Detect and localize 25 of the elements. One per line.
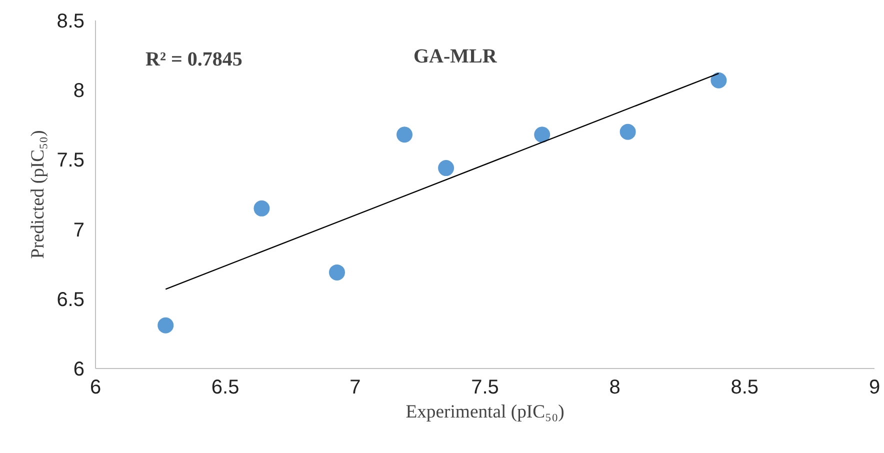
point [254, 200, 270, 216]
x-tick-label: 6.5 [211, 376, 240, 398]
y-axis-title: Predicted (pIC₅₀) [28, 130, 49, 259]
point [620, 124, 636, 140]
x-axis-title: Experimental (pIC₅₀) [406, 402, 564, 422]
x-tick-label: 8.5 [730, 376, 759, 398]
y-tick-label: 7 [73, 219, 84, 242]
point [158, 317, 174, 334]
y-tick-label: 8.5 [56, 10, 85, 32]
x-tick-label: 7.5 [471, 376, 499, 398]
point [710, 72, 727, 88]
text: GA-MLR [414, 46, 498, 68]
y-tick-label: 6 [73, 358, 84, 380]
y-tick-label: 7.5 [56, 150, 85, 172]
x-tick-label: 9 [868, 376, 880, 398]
x-tick-label: 6 [90, 376, 102, 398]
y-tick-label: 8 [73, 80, 84, 102]
x-tick-label: 7 [350, 376, 361, 398]
point [396, 126, 413, 143]
y-tick-label: 6.5 [56, 288, 85, 311]
annotation: R² = 0.7845 [146, 48, 242, 70]
point [534, 126, 550, 143]
point [438, 160, 454, 176]
x-tick-label: 8 [609, 376, 620, 398]
point [328, 264, 345, 280]
